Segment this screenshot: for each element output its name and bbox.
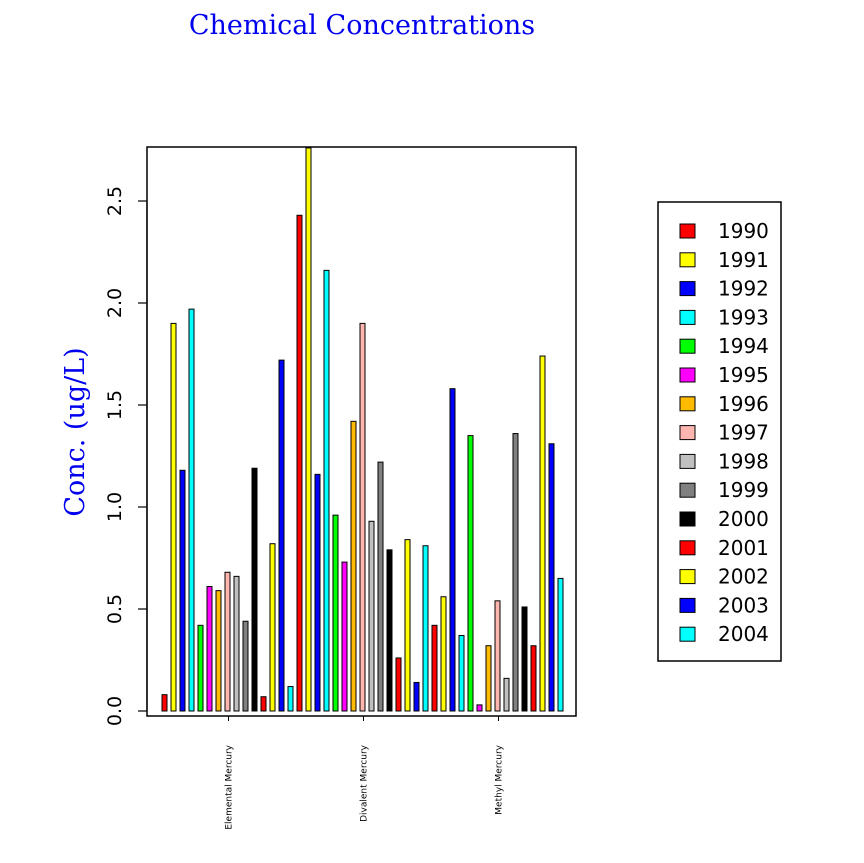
bar <box>557 577 564 712</box>
legend: 1990 1991 1992 1993 1994 1995 1996 1997 1998 1999… <box>657 201 782 662</box>
bar <box>296 214 303 712</box>
bar <box>278 359 285 712</box>
y-tick-label: 1.5 <box>104 390 126 420</box>
bar <box>161 694 168 712</box>
bar <box>494 600 501 712</box>
bar <box>197 624 204 712</box>
y-tick-label: 2.0 <box>104 288 126 318</box>
category-label: Divalent Mercury <box>360 744 370 822</box>
bar <box>314 473 321 712</box>
bar <box>449 388 456 712</box>
bar <box>341 561 348 712</box>
bar <box>251 467 258 712</box>
legend-label: 2002 <box>718 565 769 589</box>
legend-label: 1992 <box>718 277 769 301</box>
bar <box>224 571 231 712</box>
y-tick-label: 1.0 <box>104 492 126 522</box>
legend-label: 2003 <box>718 593 769 617</box>
bar <box>233 575 240 712</box>
legend-label: 1994 <box>718 334 769 358</box>
bar <box>485 645 492 712</box>
legend-label: 1998 <box>718 449 769 473</box>
category-label: Methyl Mercury <box>495 744 505 814</box>
category-labels: Elemental Mercury Divalent Mercury Methyl … <box>225 716 505 830</box>
legend-swatch <box>679 252 696 268</box>
bar <box>323 269 330 712</box>
legend-swatch <box>679 597 696 613</box>
legend-swatch <box>679 425 696 441</box>
bar <box>386 549 393 712</box>
legend-swatch <box>679 367 696 383</box>
bars-group <box>161 147 564 712</box>
legend-swatch <box>679 223 696 239</box>
legend-box <box>657 201 782 662</box>
legend-swatch <box>679 396 696 412</box>
bar <box>431 624 438 712</box>
category-label: Elemental Mercury <box>225 744 235 829</box>
bar <box>170 322 177 712</box>
bar <box>377 461 384 712</box>
bar <box>368 520 375 712</box>
bar <box>260 696 267 712</box>
bar <box>458 635 465 712</box>
bar <box>305 147 312 712</box>
legend-swatch <box>679 482 696 498</box>
bar <box>503 677 510 712</box>
bar <box>476 704 483 712</box>
bar <box>539 355 546 712</box>
y-tick-label: 0.5 <box>104 594 126 624</box>
legend-swatch <box>679 569 696 585</box>
bar <box>404 539 411 712</box>
bar <box>422 545 429 712</box>
legend-label: 1993 <box>718 305 769 329</box>
y-axis: 0.0 0.5 1.0 1.5 2.0 2.5 <box>104 186 148 726</box>
bar <box>215 590 222 712</box>
legend-label: 1991 <box>718 248 769 272</box>
legend-swatch <box>679 338 696 354</box>
legend-swatch <box>679 540 696 556</box>
y-tick-label: 2.5 <box>104 186 126 216</box>
legend-swatch <box>679 626 696 642</box>
bar <box>269 543 276 712</box>
bar <box>242 620 249 712</box>
bar <box>179 469 186 712</box>
chart-title: Chemical Concentrations <box>189 10 535 41</box>
bar <box>287 686 294 712</box>
legend-label: 2004 <box>718 622 769 646</box>
legend-label: 1995 <box>718 363 769 387</box>
bar <box>350 420 357 712</box>
bar <box>395 657 402 712</box>
legend-label: 2000 <box>718 507 769 531</box>
bar <box>512 433 519 712</box>
legend-swatch <box>679 309 696 325</box>
bar <box>359 322 366 712</box>
legend-label: 1996 <box>718 392 769 416</box>
bar <box>188 308 195 712</box>
bar <box>413 681 420 712</box>
legend-label: 2001 <box>718 536 769 560</box>
bar <box>530 645 537 712</box>
bar <box>548 443 555 712</box>
bar <box>467 435 474 712</box>
bar <box>332 514 339 712</box>
bar <box>440 596 447 712</box>
y-axis-label: Conc. (ug/L) <box>60 347 91 516</box>
legend-label: 1999 <box>718 478 769 502</box>
legend-swatch <box>679 511 696 527</box>
bar <box>206 586 213 712</box>
y-tick-label: 0.0 <box>104 696 126 726</box>
legend-label: 1997 <box>718 421 769 445</box>
legend-swatch <box>679 453 696 469</box>
legend-swatch <box>679 281 696 297</box>
bar <box>521 606 528 712</box>
legend-label: 1990 <box>718 219 769 243</box>
